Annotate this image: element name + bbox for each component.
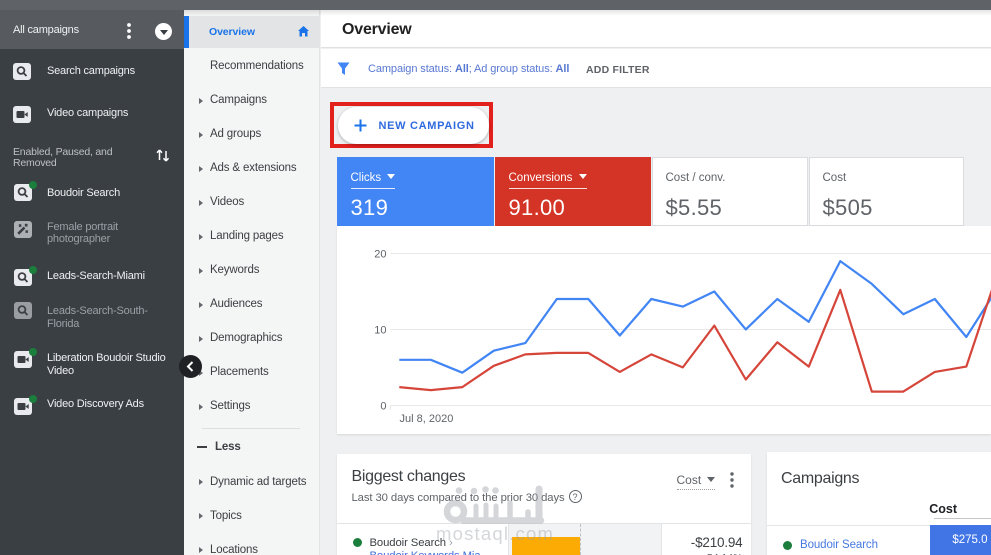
- svg-text:0: 0: [380, 401, 386, 413]
- svg-text:Jul 8, 2020: Jul 8, 2020: [399, 413, 453, 425]
- svg-text:20: 20: [374, 249, 386, 261]
- svg-text:mostaql.com: mostaql.com: [436, 523, 554, 544]
- svg-text:10: 10: [374, 325, 386, 337]
